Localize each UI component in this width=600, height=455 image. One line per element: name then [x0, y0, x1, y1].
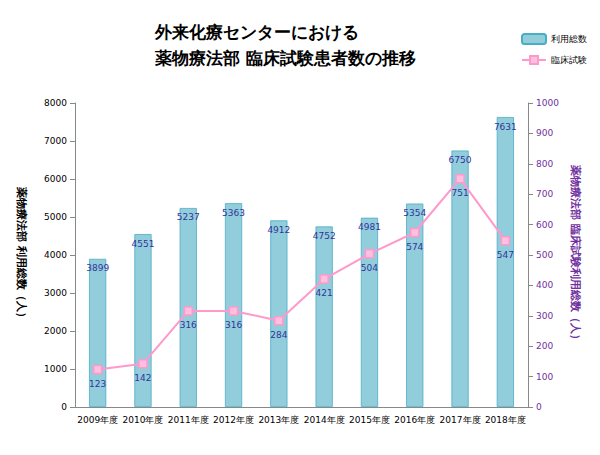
svg-text:0: 0: [61, 402, 67, 412]
svg-text:2000: 2000: [44, 326, 67, 336]
svg-text:2017年度: 2017年度: [440, 415, 481, 425]
svg-text:4000: 4000: [44, 250, 67, 260]
svg-text:2015年度: 2015年度: [349, 415, 390, 425]
svg-text:400: 400: [536, 280, 553, 290]
svg-text:6750: 6750: [449, 155, 472, 165]
svg-text:547: 547: [497, 250, 514, 260]
svg-text:142: 142: [134, 373, 151, 383]
svg-text:5000: 5000: [44, 212, 67, 222]
svg-text:2014年度: 2014年度: [304, 415, 345, 425]
svg-text:2016年度: 2016年度: [394, 415, 435, 425]
svg-text:薬物療法部 臨床試験患者数の推移: 薬物療法部 臨床試験患者数の推移: [154, 48, 416, 68]
svg-text:316: 316: [225, 320, 242, 330]
svg-text:300: 300: [536, 311, 553, 321]
svg-text:5237: 5237: [177, 212, 200, 222]
svg-text:316: 316: [180, 320, 197, 330]
svg-text:8000: 8000: [44, 98, 67, 108]
svg-text:5363: 5363: [222, 208, 245, 218]
svg-text:421: 421: [316, 288, 333, 298]
svg-text:600: 600: [536, 220, 553, 230]
svg-text:500: 500: [536, 250, 553, 260]
svg-text:3000: 3000: [44, 288, 67, 298]
svg-text:1000: 1000: [536, 98, 559, 108]
svg-text:2013年度: 2013年度: [258, 415, 299, 425]
svg-text:2012年度: 2012年度: [213, 415, 254, 425]
svg-text:4912: 4912: [267, 225, 290, 235]
svg-text:4981: 4981: [358, 222, 381, 232]
svg-text:0: 0: [536, 402, 542, 412]
svg-text:2018年度: 2018年度: [485, 415, 526, 425]
svg-text:4551: 4551: [131, 239, 154, 249]
svg-text:3899: 3899: [86, 263, 109, 273]
svg-text:4752: 4752: [313, 231, 336, 241]
svg-text:利用総数: 利用総数: [551, 34, 587, 44]
svg-text:123: 123: [89, 379, 106, 389]
svg-text:5354: 5354: [403, 208, 426, 218]
svg-text:200: 200: [536, 341, 553, 351]
svg-text:284: 284: [270, 330, 287, 340]
svg-text:751: 751: [451, 188, 468, 198]
svg-text:2009年度: 2009年度: [77, 415, 118, 425]
svg-text:6000: 6000: [44, 174, 67, 184]
svg-text:臨床試験: 臨床試験: [551, 55, 587, 65]
svg-text:7000: 7000: [44, 136, 67, 146]
svg-text:2010年度: 2010年度: [122, 415, 163, 425]
svg-text:2011年度: 2011年度: [168, 415, 209, 425]
svg-text:1000: 1000: [44, 364, 67, 374]
svg-text:574: 574: [406, 242, 423, 252]
svg-text:800: 800: [536, 159, 553, 169]
svg-text:薬物療法部 利用総数（人）: 薬物療法部 利用総数（人）: [15, 186, 28, 323]
svg-text:100: 100: [536, 372, 553, 382]
svg-text:504: 504: [361, 263, 378, 273]
svg-text:外来化療センターにおける: 外来化療センターにおける: [154, 22, 359, 42]
svg-text:700: 700: [536, 189, 553, 199]
svg-text:7631: 7631: [494, 122, 517, 132]
svg-text:900: 900: [536, 128, 553, 138]
svg-text:薬物療法部 臨床試験利用総数（人）: 薬物療法部 臨床試験利用総数（人）: [569, 164, 582, 345]
